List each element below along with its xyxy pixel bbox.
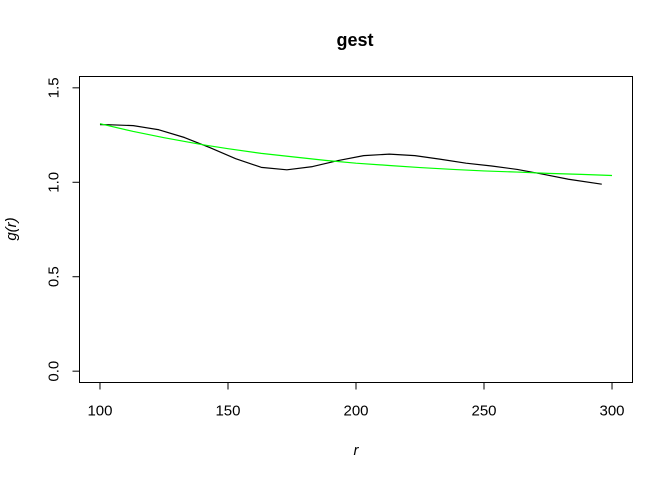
y-axis: 0.0 0.5 1.0 1.5 xyxy=(46,77,80,382)
y-tick-label: 0.5 xyxy=(46,266,63,287)
x-tick-label: 300 xyxy=(600,403,625,420)
x-tick-label: 200 xyxy=(343,403,368,420)
plot-frame xyxy=(79,76,633,383)
y-axis-label: g(r) xyxy=(3,217,20,240)
chart-title: gest xyxy=(336,30,373,50)
y-tick-label: 1.5 xyxy=(46,77,63,98)
x-axis-label: r xyxy=(354,442,360,459)
series-layer xyxy=(99,123,613,185)
y-tick-label: 0.0 xyxy=(46,361,63,382)
x-axis: 100 150 200 250 300 xyxy=(87,382,625,420)
x-tick-label: 100 xyxy=(87,403,112,420)
y-tick-label: 1.0 xyxy=(46,172,63,193)
x-tick-label: 150 xyxy=(215,403,240,420)
series-line-2 xyxy=(99,123,613,177)
x-tick-label: 250 xyxy=(471,403,496,420)
series-line-1 xyxy=(99,124,602,185)
